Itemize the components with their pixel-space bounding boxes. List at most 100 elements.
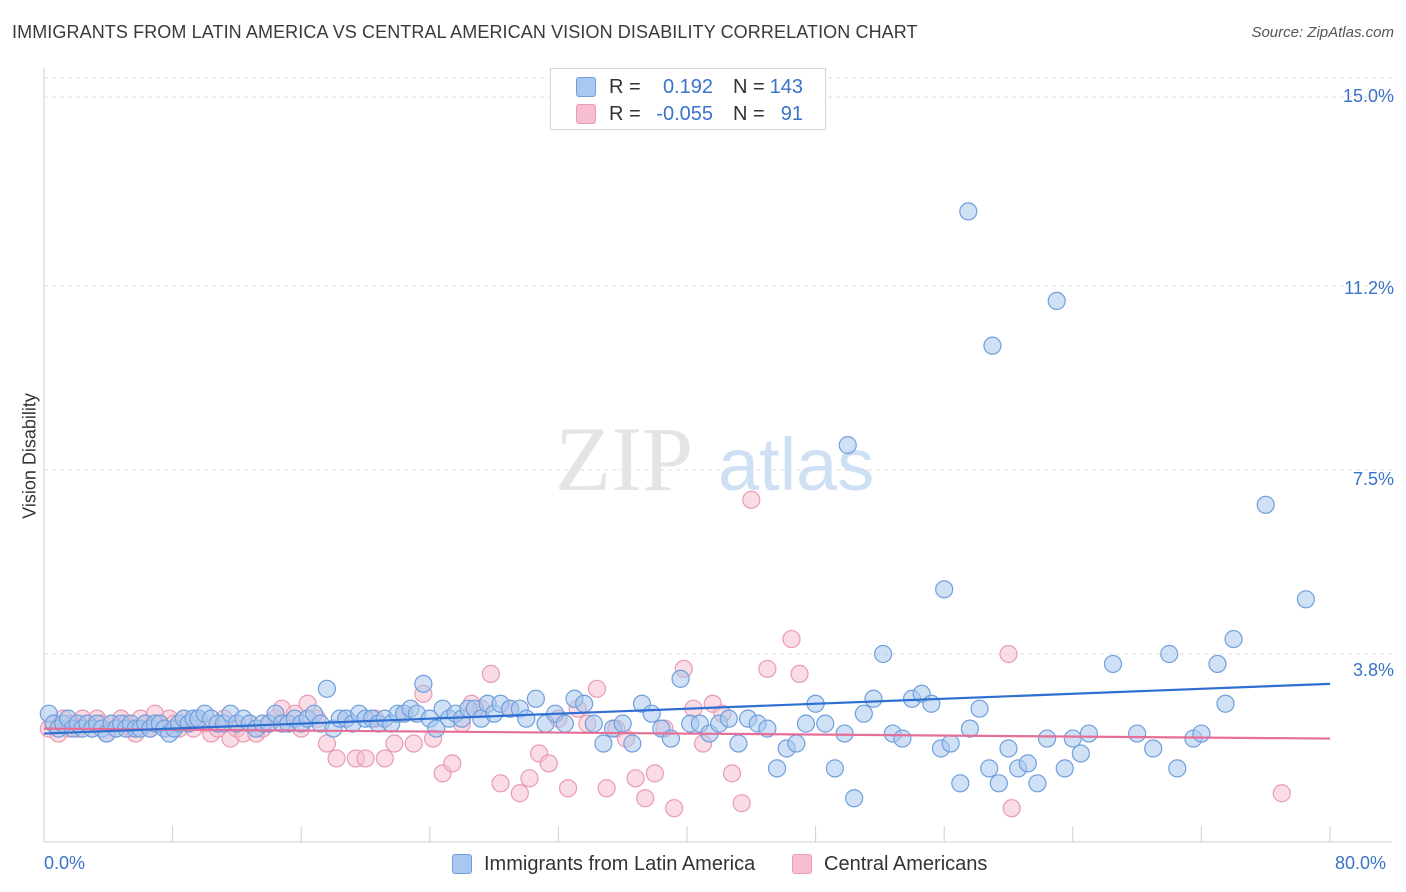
latin-america-point xyxy=(414,674,433,693)
central-americans-point xyxy=(626,769,645,788)
watermark-atlas: atlas xyxy=(718,423,874,506)
latin-america-point xyxy=(893,729,912,748)
legend-swatch-pink xyxy=(576,104,596,124)
latin-america-point xyxy=(1216,694,1235,713)
latin-america-point xyxy=(1018,754,1037,773)
latin-america-point xyxy=(1063,729,1082,748)
legend-r-value: -0.055 xyxy=(656,103,713,125)
central-americans-point xyxy=(722,764,742,783)
central-americans-point xyxy=(491,774,510,793)
stats-legend: R = 0.192 N = 143 R = -0.055 N = 91 xyxy=(550,68,826,130)
central-americans-point xyxy=(510,784,529,803)
latin-america-point xyxy=(1028,774,1047,793)
central-americans-point xyxy=(539,754,558,773)
latin-america-point xyxy=(642,704,661,723)
legend-n-value: 91 xyxy=(780,103,803,125)
latin-america-point xyxy=(874,644,893,664)
legend-row-central-americans: R = -0.055 N = 91 xyxy=(551,101,825,127)
central-americans-point xyxy=(327,749,346,768)
latin-america-point xyxy=(1256,495,1275,514)
latin-america-point xyxy=(575,694,594,713)
latin-america-point xyxy=(767,759,787,778)
central-americans-point xyxy=(1272,784,1291,803)
latin-america-point xyxy=(983,336,1002,355)
latin-america-point xyxy=(980,759,999,778)
latin-america-point xyxy=(864,689,883,708)
latin-america-point xyxy=(671,669,690,688)
legend-n-label: N = xyxy=(733,76,765,98)
latin-america-point xyxy=(941,734,960,753)
gridlines xyxy=(44,77,1392,655)
latin-america-point xyxy=(719,709,738,728)
latin-america-point xyxy=(317,679,337,698)
central-americans-point xyxy=(790,664,809,683)
bottom-legend-label: Central Americans xyxy=(824,853,988,875)
latin-america-point xyxy=(838,436,857,455)
latin-america-point xyxy=(517,709,536,728)
latin-america-point xyxy=(951,774,970,793)
central-americans-point xyxy=(645,764,664,783)
x-tick-label: 0.0% xyxy=(44,853,86,873)
trend-lines xyxy=(43,682,1331,740)
latin-america-point xyxy=(1103,654,1123,674)
bottom-legend-swatch-pink xyxy=(792,854,812,874)
central-americans-point xyxy=(758,659,777,679)
latin-america-point xyxy=(825,759,844,778)
latin-america-point xyxy=(427,719,446,738)
watermark-zip: ZIP xyxy=(555,408,693,510)
central-americans-point xyxy=(597,779,616,798)
latin-america-point xyxy=(1168,759,1187,778)
central-americans-point xyxy=(356,749,375,768)
central-americans-point xyxy=(732,794,751,813)
latin-america-point xyxy=(1160,644,1179,664)
latin-america-trend-line xyxy=(43,682,1331,735)
latin-america-point xyxy=(854,704,873,723)
latin-america-point xyxy=(613,714,632,733)
central-americans-point xyxy=(443,754,462,773)
central-americans-point xyxy=(742,490,761,509)
chart-title: IMMIGRANTS FROM LATIN AMERICA VS CENTRAL… xyxy=(12,22,918,42)
latin-america-point xyxy=(594,734,613,753)
legend-n-value: 143 xyxy=(769,76,803,98)
latin-america-point xyxy=(960,719,980,738)
central-americans-point xyxy=(404,734,423,753)
latin-america-point xyxy=(787,734,806,753)
latin-america-point xyxy=(1208,654,1227,674)
legend-row-latin-america: R = 0.192 N = 143 xyxy=(551,74,825,100)
watermark: ZIP atlas xyxy=(555,408,874,510)
y-tick-label: 15.0% xyxy=(1342,86,1394,106)
central-americans-point xyxy=(385,734,404,753)
latin-america-point xyxy=(845,789,864,808)
y-axis-label: Vision Disability xyxy=(19,393,40,519)
y-tick-label: 3.8% xyxy=(1352,660,1394,680)
central-americans-point xyxy=(636,789,655,808)
latin-america-point xyxy=(729,734,748,753)
latin-america-point xyxy=(1047,291,1066,311)
latin-america-point xyxy=(999,739,1018,758)
central-americans-point xyxy=(1002,799,1021,818)
latin-america-point xyxy=(816,714,835,733)
latin-america-point xyxy=(1071,744,1090,763)
central-americans-point xyxy=(587,679,607,698)
latin-america-point xyxy=(1127,724,1147,743)
bottom-legend-swatch-blue xyxy=(452,854,472,874)
latin-america-point xyxy=(796,714,816,733)
latin-america-point xyxy=(758,719,777,738)
central-americans-point xyxy=(782,629,801,649)
latin-america-point xyxy=(935,580,954,599)
latin-america-point xyxy=(584,714,603,733)
legend-r-label: R = xyxy=(609,76,641,98)
latin-america-point xyxy=(555,714,574,733)
latin-america-point xyxy=(970,699,989,718)
source-credit: Source: ZipAtlas.com xyxy=(1251,24,1394,41)
central-americans-point xyxy=(520,769,539,788)
legend-swatch-blue xyxy=(576,77,596,97)
y-tick-label: 7.5% xyxy=(1352,469,1394,489)
latin-america-point xyxy=(989,774,1008,793)
latin-america-point xyxy=(1144,739,1163,758)
latin-america-point xyxy=(1192,724,1211,743)
central-americans-trend-line xyxy=(43,727,1331,740)
legend-n-label: N = xyxy=(733,103,765,125)
legend-r-value: 0.192 xyxy=(662,76,713,98)
